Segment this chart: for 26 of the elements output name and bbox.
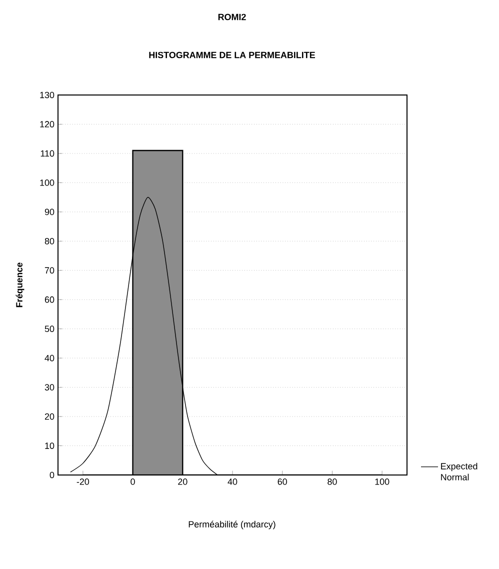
x-tick-label: 40 (228, 478, 238, 485)
y-tick-label: 0 (50, 472, 54, 478)
y-tick-label: 10 (45, 442, 54, 449)
y-axis-title: Fréquence (16, 262, 24, 308)
x-axis-title: Perméabilité (mdarcy) (188, 520, 276, 530)
y-tick-label: 90 (44, 208, 54, 216)
y-tick-label: 110 (40, 150, 54, 157)
x-tick-label: 80 (328, 478, 337, 485)
x-tick-label: -20 (76, 478, 90, 485)
chart-subtitle: HISTOGRAMME DE LA PERMEABILITE (149, 52, 315, 58)
legend-label: Expected Normal (441, 462, 478, 480)
y-tick-label: 50 (44, 326, 54, 332)
y-tick-label: 100 (40, 180, 54, 186)
y-tick-label: 60 (44, 296, 54, 303)
x-tick-label: 100 (375, 478, 390, 485)
y-tick-label: 20 (44, 413, 54, 420)
y-tick-label: 80 (44, 238, 54, 244)
chart-title: ROMI2 (218, 14, 246, 20)
y-tick-label: 30 (44, 384, 54, 390)
x-tick-label: 0 (130, 478, 135, 485)
y-tick-label: 70 (44, 267, 54, 274)
x-tick-label: 20 (178, 478, 188, 485)
y-tick-label: 120 (40, 121, 54, 128)
x-tick-label: 60 (278, 478, 287, 485)
y-tick-label: 40 (44, 354, 54, 362)
y-tick-label: 130 (40, 92, 54, 98)
